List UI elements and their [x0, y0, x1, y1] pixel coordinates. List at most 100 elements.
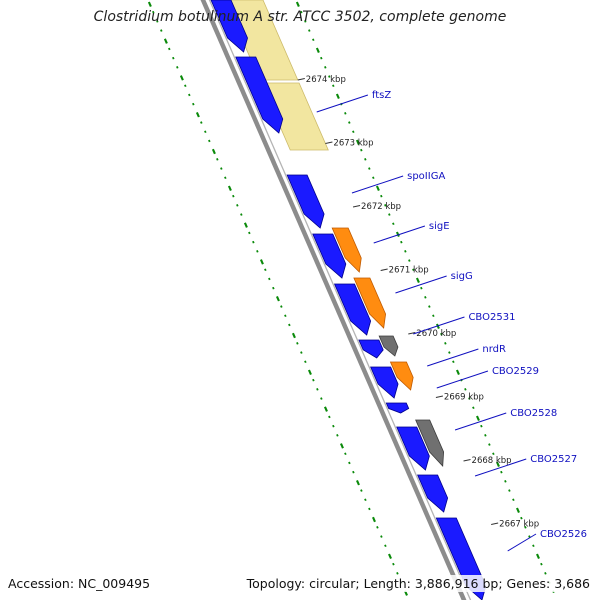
gc-dot-inner: [163, 38, 168, 44]
gc-dot-outer: [400, 240, 403, 244]
gene-label-nrdr[interactable]: nrdR: [482, 344, 506, 355]
cds-feature[interactable]: [286, 174, 325, 229]
gene-features: [210, 0, 487, 600]
backbone-line: [208, 0, 472, 600]
gene-label-ftsz[interactable]: ftsZ: [372, 90, 391, 101]
gene-label-leader: [454, 412, 507, 431]
gc-dot-outer: [312, 38, 315, 42]
cds-feature[interactable]: [396, 426, 430, 471]
gene-label-cbo2527[interactable]: CBO2527: [530, 454, 577, 465]
scale-tick-label: 2673 kbp: [333, 139, 373, 149]
gray-feature[interactable]: [415, 419, 445, 467]
gc-dot-inner: [204, 130, 207, 134]
cds-feature[interactable]: [385, 402, 410, 414]
gc-dot-outer: [335, 93, 340, 100]
gc-dot-outer: [348, 121, 351, 124]
gc-dot-outer: [512, 498, 515, 502]
gc-dot-outer: [360, 148, 363, 152]
genome-backbone: [200, 0, 472, 600]
gc-dot-outer: [320, 56, 323, 60]
gc-dot-inner: [188, 93, 191, 97]
gene-labels: ftsZ spoIIGA sigE sigG CBO2531 nrdR CBO2529 CBO…: [316, 90, 587, 552]
gc-dot-outer: [455, 369, 460, 376]
gc-dot-inner: [275, 295, 280, 302]
cds-feature[interactable]: [235, 56, 284, 134]
gc-dot-inner: [348, 461, 351, 465]
gc-dot-inner: [216, 158, 219, 161]
gc-dot-outer: [428, 305, 431, 308]
gc-dot-outer: [520, 516, 523, 520]
gc-dot-outer: [504, 480, 507, 483]
gc-dot-inner: [340, 443, 344, 449]
orange-feature[interactable]: [353, 277, 387, 329]
gc-dot-inner: [224, 176, 227, 180]
gene-label-cbo2526[interactable]: CBO2526: [540, 529, 587, 540]
gc-dot-outer: [544, 572, 547, 575]
gene-label-leader: [427, 348, 479, 367]
gene-label-leader: [474, 458, 527, 477]
gene-label-cbo2529[interactable]: CBO2529: [492, 366, 539, 377]
gc-dot-inner: [344, 452, 347, 456]
gc-skew-dots: [147, 1, 555, 596]
scale-tick: [297, 78, 305, 81]
gc-dot-inner: [236, 204, 239, 207]
orange-feature[interactable]: [389, 361, 414, 391]
gc-dot-inner: [176, 66, 179, 69]
gc-dot-outer: [475, 415, 480, 422]
gc-dot-outer: [432, 314, 435, 318]
cds-feature[interactable]: [312, 233, 347, 279]
cds-feature[interactable]: [370, 366, 399, 399]
gene-label-sige[interactable]: sigE: [429, 221, 450, 232]
gc-dot-inner: [147, 1, 152, 8]
gene-label-sigg[interactable]: sigG: [451, 271, 473, 282]
gc-dot-outer: [308, 29, 311, 32]
cds-feature[interactable]: [417, 474, 449, 513]
gray-feature[interactable]: [378, 335, 399, 357]
gc-dot-outer: [464, 388, 467, 391]
gc-dot-outer: [496, 461, 500, 468]
gc-dot-outer: [420, 286, 423, 290]
gc-dot-inner: [316, 388, 319, 391]
gc-dot-inner: [220, 167, 223, 170]
gc-dot-outer: [492, 452, 495, 456]
gc-dot-inner: [240, 213, 243, 216]
gene-label-leader: [507, 533, 537, 552]
gene-label-cbo2528[interactable]: CBO2528: [510, 408, 557, 419]
gc-dot-inner: [372, 516, 376, 523]
gc-dot-outer: [352, 130, 355, 134]
scale-tick-label: 2669 kbp: [444, 393, 484, 403]
gc-dot-inner: [284, 314, 287, 318]
gc-dot-inner: [179, 75, 184, 81]
orange-feature[interactable]: [331, 227, 362, 273]
gc-dot-inner: [380, 535, 383, 538]
gc-dot-outer: [516, 507, 520, 514]
gene-label-cbo2531[interactable]: CBO2531: [468, 312, 515, 323]
gc-dot-outer: [468, 397, 471, 400]
gc-dot-inner: [288, 323, 291, 327]
gc-dot-inner: [356, 479, 360, 486]
scale-tick: [380, 268, 388, 271]
gc-dot-outer: [540, 562, 543, 566]
gc-dot-outer: [324, 66, 327, 69]
gc-dot-outer: [315, 47, 320, 54]
cds-feature[interactable]: [333, 283, 372, 336]
scale-tick-label: 2670 kbp: [416, 329, 456, 339]
cds-feature[interactable]: [210, 0, 248, 53]
scale-tick: [325, 141, 333, 144]
gc-dot-inner: [312, 378, 315, 382]
gc-dot-outer: [484, 434, 487, 437]
scale-ticks: 2674 kbp 2673 kbp 2672 kbp 2671 kbp 2670 kbp…: [297, 75, 539, 530]
gc-dot-inner: [307, 369, 312, 376]
gc-dot-inner: [332, 424, 335, 428]
gc-dot-inner: [192, 102, 195, 106]
gc-dot-outer: [344, 112, 347, 115]
gene-label-spoiiga[interactable]: spoIIGA: [407, 171, 445, 182]
map-title: Clostridium botulinum A str. ATCC 3502, …: [93, 9, 507, 25]
gc-dot-outer: [408, 259, 411, 262]
gc-dot-inner: [256, 250, 259, 253]
gc-dot-inner: [259, 259, 264, 265]
gc-dot-inner: [304, 360, 307, 364]
gc-dot-inner: [252, 240, 255, 244]
cds-feature[interactable]: [358, 339, 384, 359]
gc-dot-outer: [532, 544, 535, 548]
